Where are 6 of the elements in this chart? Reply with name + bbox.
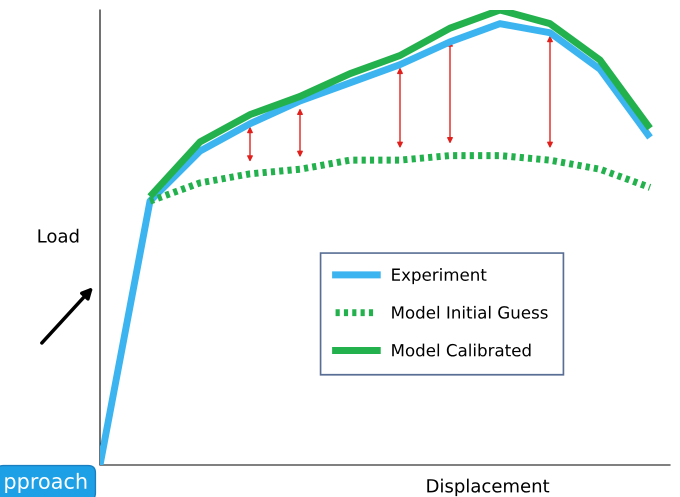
x-axis-title: Displacement — [427, 478, 550, 496]
legend-label: Model Calibrated — [392, 344, 531, 357]
y-axis-title: Load — [38, 228, 78, 243]
legend-label: Model Initial Guess — [392, 306, 548, 319]
legend-label: Experiment — [392, 268, 486, 284]
text: pproach — [5, 472, 86, 494]
